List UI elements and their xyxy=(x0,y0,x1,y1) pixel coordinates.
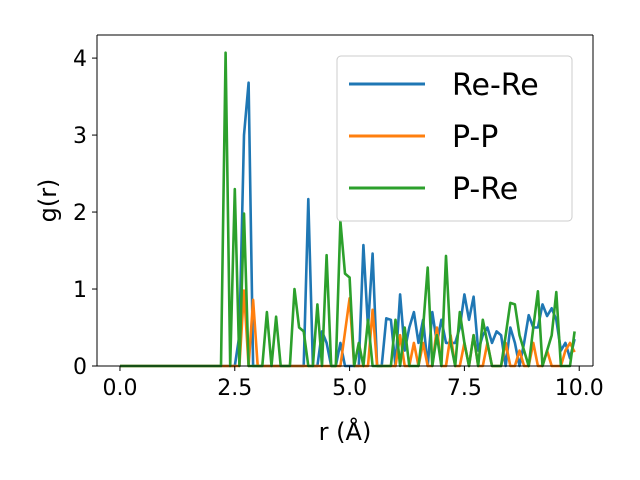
legend-box xyxy=(336,55,573,222)
x-tick-label: 2.5 xyxy=(217,376,252,401)
ticks-group: 0.0 2.5 5.0 7.5 10.0 0 1 2 3 4 xyxy=(73,47,604,401)
legend-label-p-p: P-P xyxy=(452,120,498,155)
x-tick-label: 7.5 xyxy=(447,376,482,401)
x-tick-label: 5.0 xyxy=(332,376,367,401)
x-axis-label: r (Å) xyxy=(319,417,372,446)
y-tick-label: 2 xyxy=(73,201,87,226)
y-tick-label: 3 xyxy=(73,124,87,149)
series-line-p-re xyxy=(120,51,576,368)
legend: Re-Re P-P P-Re xyxy=(336,55,573,222)
legend-label-p-re: P-Re xyxy=(452,172,518,207)
y-tick-label: 4 xyxy=(73,47,87,72)
x-tick-label: 0.0 xyxy=(102,376,137,401)
y-axis-label: g(r) xyxy=(34,179,62,223)
y-tick-label: 1 xyxy=(73,278,87,303)
x-tick-label: 10.0 xyxy=(555,376,604,401)
axes-group xyxy=(96,34,594,367)
y-tick-label: 0 xyxy=(73,355,87,380)
legend-label-re-re: Re-Re xyxy=(452,68,539,103)
